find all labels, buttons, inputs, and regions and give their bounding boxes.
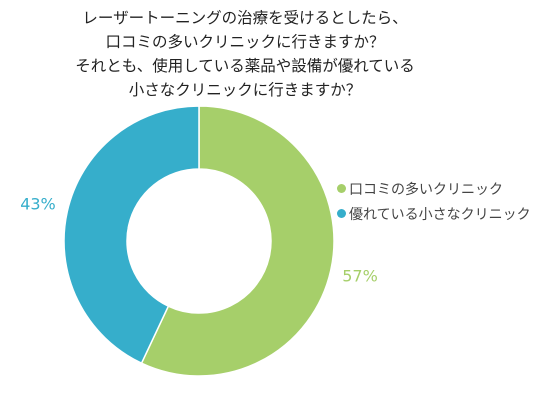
legend-item-review-clinic: 口コミの多いクリニック — [337, 176, 531, 201]
legend-swatch-review-clinic — [337, 184, 346, 193]
chart-title-line: 小さなクリニックに行きますか？ — [128, 81, 362, 99]
chart-title: レーザートーニングの治療を受けるとしたら、 口コミの多いクリニックに行きますか？… — [10, 6, 480, 102]
donut-slice-review-clinic — [140, 105, 335, 377]
donut-slice-small-clinic — [63, 105, 200, 365]
legend-label-small-clinic: 優れている小さなクリニック — [349, 206, 531, 223]
data-label-review-clinic: 57% — [342, 266, 378, 285]
chart-title-line: レーザートーニングの治療を受けるとしたら、 — [82, 9, 408, 27]
legend: 口コミの多いクリニック 優れている小さなクリニック — [337, 176, 531, 226]
legend-item-small-clinic: 優れている小さなクリニック — [337, 201, 531, 226]
data-label-small-clinic: 43% — [20, 195, 56, 214]
chart-title-line: それとも、使用している薬品や設備が優れている — [75, 57, 415, 75]
chart-title-line: 口コミの多いクリニックに行きますか？ — [105, 33, 385, 51]
legend-swatch-small-clinic — [337, 209, 346, 218]
legend-label-review-clinic: 口コミの多いクリニック — [349, 181, 503, 198]
